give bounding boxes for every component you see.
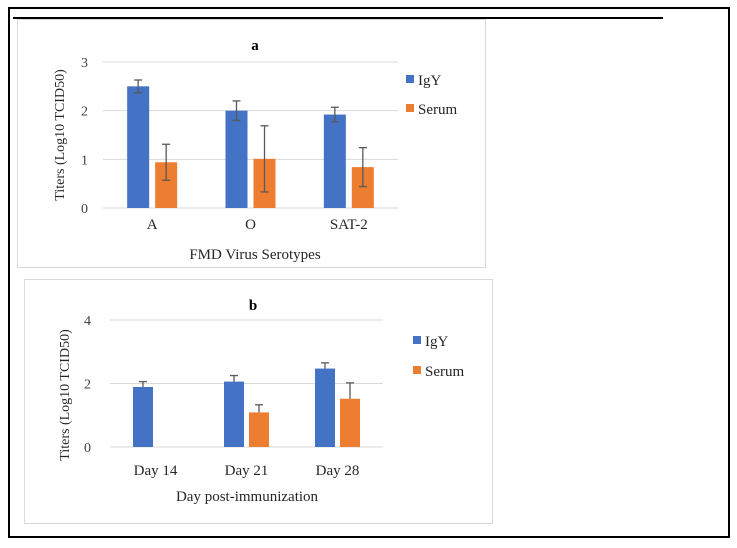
error-bar bbox=[346, 382, 354, 399]
y-tick-label: 0 bbox=[81, 202, 88, 217]
error-bar bbox=[330, 106, 339, 123]
error-bar bbox=[358, 147, 367, 188]
top-rule-divider bbox=[13, 17, 663, 19]
error-bar bbox=[321, 362, 329, 369]
legend-label-igy: IgY bbox=[418, 73, 441, 89]
x-axis-title: Day post-immunization bbox=[176, 489, 319, 505]
legend: IgY Serum bbox=[406, 73, 457, 118]
y-axis-title: Titers (Log10 TCID50) bbox=[53, 69, 68, 201]
bar-igy bbox=[127, 86, 150, 208]
chart-a: 0 1 2 3 A O SAT-2 a FMD Virus Serotypes Titer… bbox=[17, 19, 486, 268]
legend: IgY Serum bbox=[413, 334, 464, 380]
error-bar bbox=[230, 374, 238, 382]
error-bar bbox=[255, 404, 263, 413]
legend-label-serum: Serum bbox=[425, 364, 464, 380]
legend-swatch-igy bbox=[406, 75, 414, 83]
bar-serum bbox=[249, 412, 269, 447]
y-tick-label: 1 bbox=[81, 153, 88, 168]
legend-label-serum: Serum bbox=[418, 102, 457, 118]
bar-igy bbox=[323, 114, 346, 208]
figure-frame bbox=[8, 7, 730, 538]
y-tick-label: 0 bbox=[84, 441, 91, 456]
x-tick-label: O bbox=[245, 217, 256, 233]
x-tick-label: Day 28 bbox=[316, 463, 360, 479]
chart-title: a bbox=[251, 38, 259, 54]
legend-swatch-igy bbox=[413, 336, 421, 344]
bar-serum bbox=[340, 398, 360, 447]
error-bar bbox=[162, 143, 171, 181]
chart-title: b bbox=[249, 298, 257, 314]
bar-igy bbox=[133, 386, 153, 447]
legend-label-igy: IgY bbox=[425, 334, 448, 350]
error-bar bbox=[139, 380, 147, 387]
y-tick-label: 4 bbox=[84, 314, 91, 329]
bar-igy bbox=[224, 381, 244, 447]
y-tick-label: 2 bbox=[81, 105, 88, 120]
error-bar bbox=[232, 100, 241, 122]
x-tick-label: A bbox=[147, 217, 158, 233]
y-tick-label: 2 bbox=[84, 378, 91, 393]
chart-b-svg: 0 2 4 Day 14 Day 21 Day 28 b Day post-immuni… bbox=[58, 298, 464, 505]
chart-a-svg: 0 1 2 3 A O SAT-2 a FMD Virus Serotypes Titer… bbox=[53, 38, 457, 263]
bar-serum bbox=[155, 162, 178, 208]
y-axis-title: Titers (Log10 TCID50) bbox=[58, 329, 73, 461]
legend-swatch-serum bbox=[413, 366, 421, 374]
error-bar bbox=[260, 125, 269, 193]
x-tick-label: SAT-2 bbox=[330, 217, 368, 233]
bar-serum bbox=[351, 167, 374, 208]
bar-igy bbox=[315, 368, 335, 447]
x-tick-label: Day 14 bbox=[134, 463, 178, 479]
chart-b: 0 2 4 Day 14 Day 21 Day 28 b Day post-immuni… bbox=[24, 279, 493, 524]
bar-igy bbox=[225, 110, 248, 208]
x-tick-label: Day 21 bbox=[225, 463, 269, 479]
legend-swatch-serum bbox=[406, 104, 414, 112]
x-axis-title: FMD Virus Serotypes bbox=[189, 247, 320, 263]
error-bar bbox=[134, 79, 143, 94]
y-tick-label: 3 bbox=[81, 56, 88, 71]
